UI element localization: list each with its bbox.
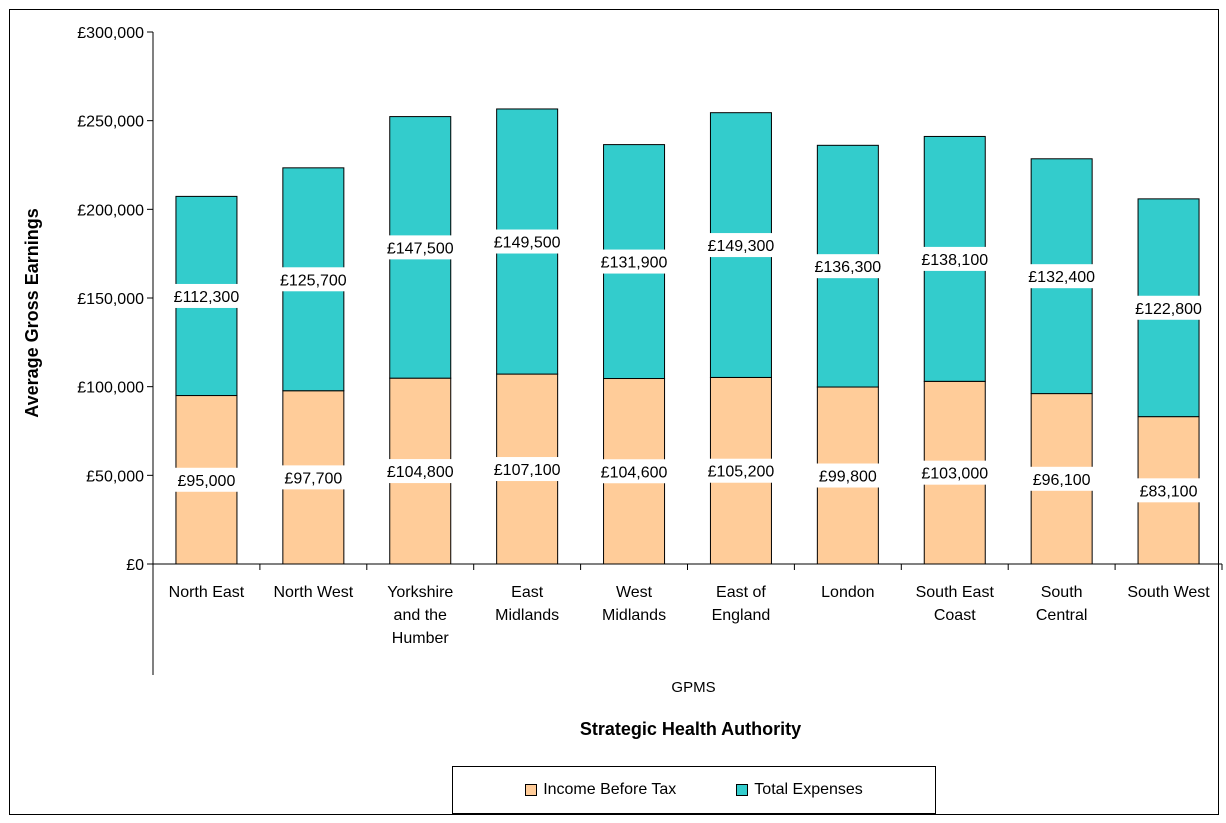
legend-label-expenses: Total Expenses (754, 781, 863, 798)
category-label: South West (1127, 584, 1210, 601)
data-label: £103,000 (921, 466, 988, 483)
category-label: North East (169, 584, 245, 601)
data-label: £104,600 (601, 464, 668, 481)
data-label: £95,000 (178, 473, 236, 490)
category-label: Yorkshire (387, 584, 453, 601)
legend-swatch-expenses (736, 784, 749, 796)
data-label-bg (167, 283, 246, 308)
category-label: North West (273, 584, 353, 601)
data-label: £131,900 (601, 255, 668, 272)
data-label: £112,300 (174, 289, 240, 306)
data-label-bg (274, 267, 353, 292)
data-label: £104,800 (387, 464, 454, 481)
category-label: East (511, 584, 544, 601)
y-tick-label: £50,000 (86, 468, 144, 485)
data-label-bg (1022, 264, 1101, 289)
data-label-bg (274, 465, 353, 490)
category-label: South (1041, 584, 1083, 601)
category-label: Central (1036, 607, 1088, 624)
data-label: £83,100 (1140, 483, 1198, 500)
group-label: GPMS (671, 679, 715, 696)
data-label: £105,200 (708, 464, 775, 481)
data-label: £125,700 (280, 272, 347, 289)
data-label-bg (1022, 466, 1101, 491)
data-label-bg (701, 233, 780, 258)
data-label-bg (1129, 295, 1208, 320)
data-label-bg (595, 459, 674, 484)
data-label: £149,500 (494, 235, 561, 252)
category-label: East of (716, 584, 766, 601)
category-label: Coast (934, 607, 976, 624)
y-tick-label: £0 (126, 557, 144, 574)
y-tick-label: £300,000 (77, 25, 144, 42)
category-label: England (712, 607, 771, 624)
data-label: £138,100 (921, 252, 988, 269)
data-label-bg (808, 463, 887, 488)
x-axis-title: Strategic Health Authority (580, 719, 801, 739)
y-axis-title: Average Gross Earnings (22, 208, 42, 417)
legend-item-income: Income Before Tax (525, 781, 676, 799)
data-label-bg (488, 457, 567, 482)
data-label: £132,400 (1028, 269, 1095, 286)
data-label: £96,100 (1033, 472, 1091, 489)
category-label: Humber (392, 630, 450, 647)
data-label: £136,300 (814, 259, 881, 276)
data-label-bg (488, 229, 567, 254)
data-label-bg (915, 246, 994, 271)
data-label: £122,800 (1135, 301, 1202, 318)
category-label: Midlands (602, 607, 666, 624)
data-label: £107,100 (494, 462, 561, 479)
data-label: £147,500 (387, 240, 454, 257)
legend-item-expenses: Total Expenses (736, 781, 863, 799)
data-label: £97,700 (284, 470, 342, 487)
data-label: £149,300 (708, 238, 775, 255)
data-label-bg (1129, 478, 1208, 503)
legend-swatch-income (525, 784, 538, 796)
y-tick-label: £200,000 (77, 202, 144, 219)
legend-label-income: Income Before Tax (543, 781, 677, 798)
category-label: West (616, 584, 653, 601)
category-label: Midlands (495, 607, 559, 624)
data-label-bg (167, 467, 246, 492)
data-label-bg (381, 459, 460, 484)
data-label: £99,800 (819, 469, 877, 486)
y-tick-label: £150,000 (77, 291, 144, 308)
y-tick-label: £100,000 (77, 380, 144, 397)
data-label-bg (381, 235, 460, 260)
category-label: South East (916, 584, 995, 601)
data-label-bg (808, 254, 887, 279)
data-label-bg (915, 460, 994, 485)
data-label-bg (595, 249, 674, 274)
category-label: London (821, 584, 874, 601)
category-label: and the (394, 607, 447, 624)
plot-area: £0 £50,000 £100,000 £150,000 £200,000 £250,00… (22, 25, 1223, 739)
legend: Income Before Tax Total Expenses (452, 766, 936, 814)
data-label-bg (701, 458, 780, 483)
y-tick-label: £250,000 (77, 114, 144, 131)
